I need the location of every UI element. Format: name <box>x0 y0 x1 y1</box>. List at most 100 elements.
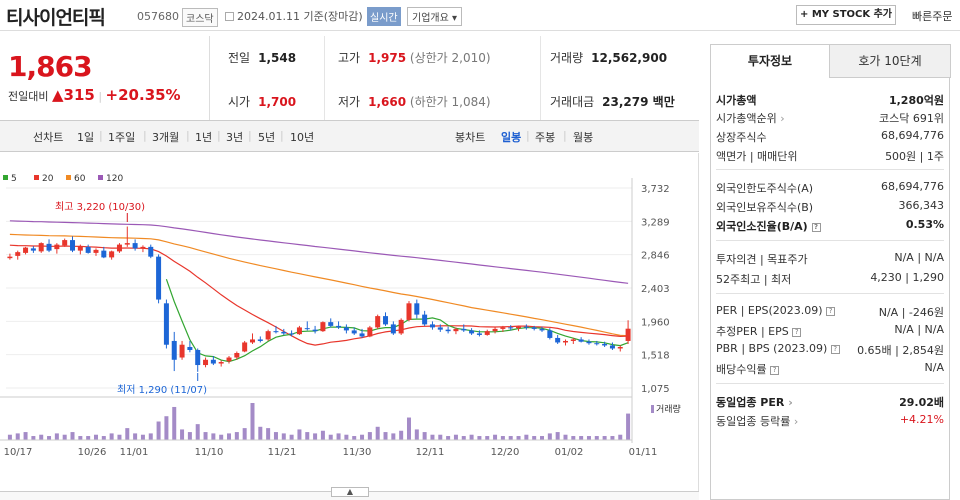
candle-body <box>38 243 44 252</box>
tab-3month[interactable]: 3개월 <box>152 131 180 144</box>
tab-10year[interactable]: 10년 <box>290 131 315 144</box>
candle-body <box>116 244 122 252</box>
candle-body <box>187 346 193 350</box>
pbr-label: PBR | BPS (2023.09) <box>716 342 828 355</box>
volume-bar <box>618 434 623 440</box>
change-label: 전일대비 <box>8 90 49 103</box>
volume-bar <box>571 436 576 440</box>
tab-monthly[interactable]: 월봉 <box>573 131 594 144</box>
quick-order-link[interactable]: 빠른주문 <box>912 10 953 23</box>
candle-body <box>508 327 514 329</box>
candle-body <box>54 244 60 250</box>
volume-bar <box>297 429 302 440</box>
opinion-value: N/A | N/A <box>894 251 944 264</box>
price-summary: 1,863 전일대비 ▲315 | +20.35% <box>0 36 205 118</box>
volume-bar <box>23 432 28 440</box>
volume-bar <box>555 432 560 440</box>
market-cap-row: 시가총액 1,280억원 <box>716 92 944 108</box>
foreign-limit-label: 외국인한도주식수(A) <box>716 182 814 195</box>
volume-bar <box>305 432 310 440</box>
add-mystock-button[interactable]: + MY STOCK 추가 <box>796 5 896 25</box>
chart-tabs: 선차트 1일 | 1주일 | 3개월 | 1년 | 3년 | 5년 | 10년 … <box>0 120 699 152</box>
tab-daily[interactable]: 일봉 <box>501 131 522 144</box>
volume-bar <box>219 434 224 440</box>
volume-bar <box>563 434 568 440</box>
low-annotation: 최저 1,290 (11/07) <box>117 384 207 396</box>
volume-bar <box>172 406 177 440</box>
candle-body <box>101 250 107 258</box>
volume-bar <box>180 429 185 440</box>
candle-body <box>15 252 21 256</box>
candle-body <box>516 326 522 329</box>
candle-body <box>281 331 287 334</box>
volume-bar <box>352 436 357 440</box>
legend-swatch-20 <box>34 175 39 180</box>
sector-change-label: 동일업종 등락률 <box>716 415 791 428</box>
realtime-button[interactable]: 실시간 <box>367 7 401 26</box>
candle-body <box>359 333 365 337</box>
tab-5year[interactable]: 5년 <box>258 131 276 144</box>
help-icon[interactable]: ? <box>811 223 821 232</box>
candle-body <box>343 327 349 331</box>
volume-bar <box>430 434 435 440</box>
candle-body <box>469 330 475 334</box>
candle-body <box>289 333 295 335</box>
y-tick-label: 1,075 <box>641 384 670 395</box>
candle-body <box>578 339 584 342</box>
tab-1year[interactable]: 1년 <box>195 131 213 144</box>
candle-body <box>445 329 451 332</box>
moving-average-ma120 <box>9 220 629 284</box>
chevron-right-icon[interactable]: › <box>793 415 799 428</box>
tab-1day[interactable]: 1일 <box>77 131 95 144</box>
tab-weekly[interactable]: 주봉 <box>535 131 556 144</box>
investment-info-panel: 투자정보 호가 10단계 시가총액 1,280억원 시가총액순위 › 코스닥 691… <box>710 44 951 500</box>
foreign-hold-label: 외국인보유주식수(B) <box>716 201 814 214</box>
help-icon[interactable]: ? <box>770 366 780 375</box>
volume-bar <box>453 434 458 440</box>
help-icon[interactable]: ? <box>826 307 836 316</box>
tab-1week[interactable]: 1주일 <box>108 131 136 144</box>
foreign-hold-row: 외국인보유주식수(B) 366,343 <box>716 199 944 215</box>
expand-chart-handle[interactable]: ▲ <box>331 487 369 497</box>
volume-bar <box>477 436 482 440</box>
candle-body <box>562 340 568 343</box>
candle-body <box>617 346 623 349</box>
candle-body <box>46 243 52 251</box>
market-cap-label: 시가총액 <box>716 94 757 107</box>
candle-body <box>367 327 373 337</box>
high-label: 고가 <box>338 51 361 65</box>
legend-swatch-5 <box>3 175 8 180</box>
candle-body <box>625 328 631 341</box>
foreign-ratio-label: 외국인소진율(B/A) <box>716 220 808 233</box>
price-stats: 전일 1,548 고가 1,975 (상한가 2,010) 거래량 12,562,90… <box>209 36 699 120</box>
foreign-limit-row: 외국인한도주식수(A) 68,694,776 <box>716 180 944 196</box>
tab-3year[interactable]: 3년 <box>226 131 244 144</box>
candle-body <box>398 319 404 334</box>
dividend-label: 배당수익률 <box>716 363 767 376</box>
volume-bar <box>203 432 208 440</box>
chevron-right-icon[interactable]: › <box>780 112 785 125</box>
tab-orderbook[interactable]: 호가 10단계 <box>829 44 951 78</box>
candle-body <box>70 240 76 251</box>
volume-bar <box>117 434 122 440</box>
tab-investment-info[interactable]: 투자정보 <box>710 44 830 78</box>
market-cap-value: 1,280억원 <box>888 94 944 107</box>
foreign-hold-value: 366,343 <box>898 199 945 212</box>
chevron-right-icon[interactable]: › <box>788 396 793 409</box>
volume-bar <box>211 433 216 440</box>
candle-body <box>492 328 498 332</box>
volume-bar <box>391 433 396 440</box>
candle-body <box>390 324 396 334</box>
y-tick-label: 3,732 <box>641 184 670 195</box>
help-icon[interactable]: ? <box>792 328 802 337</box>
per-row: PER | EPS(2023.09) ? N/A | -246원 <box>716 304 944 320</box>
company-info-dropdown[interactable]: 기업개요 ▾ <box>407 7 463 26</box>
candle-body <box>609 345 615 349</box>
volume-bar <box>54 433 59 440</box>
par-label: 액면가 | 매매단위 <box>716 150 798 163</box>
candle-body <box>203 359 209 366</box>
volume-bar <box>586 436 591 440</box>
low-value: 1,660 <box>368 95 407 109</box>
help-icon[interactable]: ? <box>830 345 840 354</box>
candle-body <box>570 339 576 341</box>
